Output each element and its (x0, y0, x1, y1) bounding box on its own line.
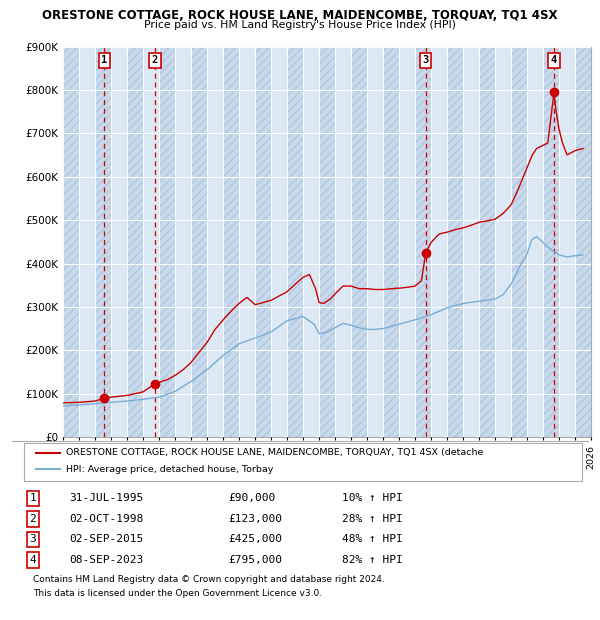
Bar (255, 46, 271, 437)
Bar (415, 46, 431, 437)
Bar (415, 46, 431, 437)
Bar (543, 46, 559, 437)
Bar (223, 46, 239, 437)
Bar (383, 46, 399, 437)
Bar (191, 46, 207, 437)
Bar (383, 46, 399, 437)
Bar (351, 46, 367, 437)
Text: 2: 2 (29, 514, 37, 524)
Text: 02-OCT-1998: 02-OCT-1998 (69, 514, 143, 524)
Text: Contains HM Land Registry data © Crown copyright and database right 2024.: Contains HM Land Registry data © Crown c… (33, 575, 385, 584)
Bar (367, 46, 383, 437)
Text: 4: 4 (29, 555, 37, 565)
Bar (399, 46, 415, 437)
Text: 28% ↑ HPI: 28% ↑ HPI (342, 514, 403, 524)
Bar (95, 46, 111, 437)
Text: £795,000: £795,000 (228, 555, 282, 565)
Bar (575, 46, 591, 437)
Text: ORESTONE COTTAGE, ROCK HOUSE LANE, MAIDENCOMBE, TORQUAY, TQ1 4SX (detache: ORESTONE COTTAGE, ROCK HOUSE LANE, MAIDE… (66, 448, 484, 457)
Text: This data is licensed under the Open Government Licence v3.0.: This data is licensed under the Open Gov… (33, 589, 322, 598)
Bar (479, 46, 495, 437)
Text: 31-JUL-1995: 31-JUL-1995 (69, 494, 143, 503)
Text: 3: 3 (29, 534, 37, 544)
Bar (319, 46, 335, 437)
Bar (127, 46, 143, 437)
Text: £123,000: £123,000 (228, 514, 282, 524)
Bar (431, 46, 447, 437)
Bar (303, 46, 319, 437)
Text: 08-SEP-2023: 08-SEP-2023 (69, 555, 143, 565)
Bar (447, 46, 463, 437)
Text: 02-SEP-2015: 02-SEP-2015 (69, 534, 143, 544)
Bar (287, 46, 303, 437)
Text: £425,000: £425,000 (228, 534, 282, 544)
Bar (287, 46, 303, 437)
Bar (527, 46, 543, 437)
Text: HPI: Average price, detached house, Torbay: HPI: Average price, detached house, Torb… (66, 465, 274, 474)
Bar (191, 46, 207, 437)
Bar (63, 46, 79, 437)
Bar (351, 46, 367, 437)
Bar (159, 46, 175, 437)
Bar (63, 46, 79, 437)
Text: 4: 4 (551, 55, 557, 65)
Bar (447, 46, 463, 437)
Text: ORESTONE COTTAGE, ROCK HOUSE LANE, MAIDENCOMBE, TORQUAY, TQ1 4SX: ORESTONE COTTAGE, ROCK HOUSE LANE, MAIDE… (42, 9, 558, 22)
Bar (543, 46, 559, 437)
Text: Price paid vs. HM Land Registry's House Price Index (HPI): Price paid vs. HM Land Registry's House … (144, 20, 456, 30)
Bar (335, 46, 351, 437)
Bar (463, 46, 479, 437)
Text: 2: 2 (152, 55, 158, 65)
Bar (511, 46, 527, 437)
Bar (111, 46, 127, 437)
Bar (591, 46, 600, 437)
Bar (511, 46, 527, 437)
Bar (175, 46, 191, 437)
Bar (495, 46, 511, 437)
Bar (207, 46, 223, 437)
Bar (127, 46, 143, 437)
Text: 82% ↑ HPI: 82% ↑ HPI (342, 555, 403, 565)
Bar (559, 46, 575, 437)
Text: 1: 1 (101, 55, 107, 65)
Bar (575, 46, 591, 437)
Bar (239, 46, 255, 437)
Text: £90,000: £90,000 (228, 494, 275, 503)
Bar (271, 46, 287, 437)
Bar (319, 46, 335, 437)
Bar (143, 46, 159, 437)
Bar (159, 46, 175, 437)
Text: 3: 3 (422, 55, 429, 65)
Bar (79, 46, 95, 437)
Bar (223, 46, 239, 437)
Text: 1: 1 (29, 494, 37, 503)
Bar (255, 46, 271, 437)
Bar (479, 46, 495, 437)
Text: 10% ↑ HPI: 10% ↑ HPI (342, 494, 403, 503)
Text: 48% ↑ HPI: 48% ↑ HPI (342, 534, 403, 544)
Bar (95, 46, 111, 437)
